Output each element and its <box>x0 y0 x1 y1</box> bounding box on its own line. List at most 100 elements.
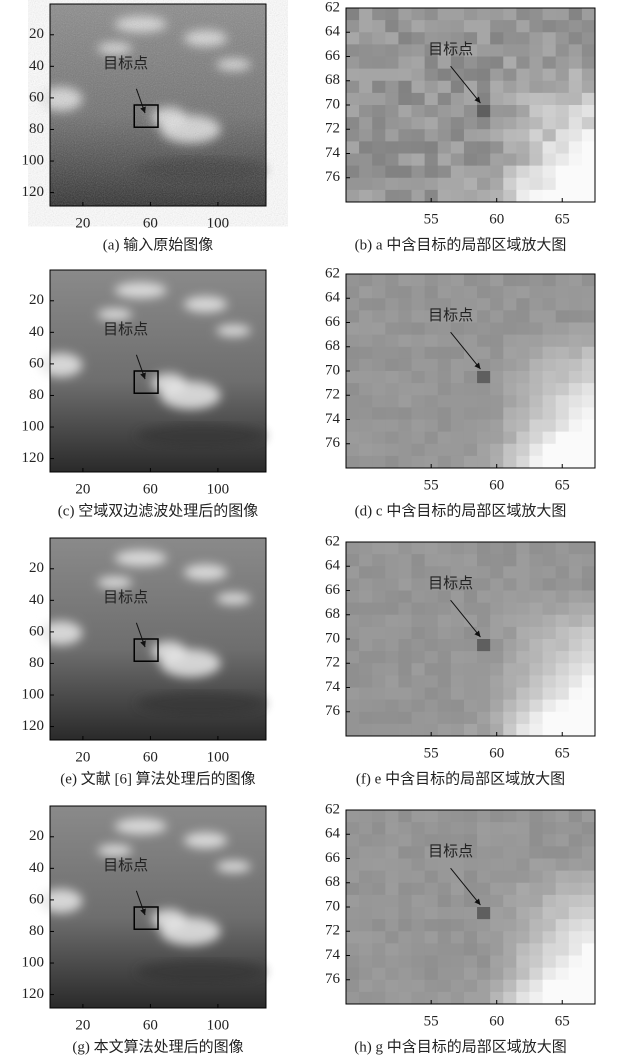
y-tick-label: 100 <box>22 954 45 970</box>
cloud <box>216 861 251 873</box>
pixel <box>359 675 373 688</box>
pixel <box>556 154 570 167</box>
pixel <box>529 347 543 360</box>
pixel <box>569 578 583 591</box>
dark-cloud <box>136 424 266 448</box>
y-tick-label: 60 <box>29 89 44 105</box>
pixel <box>569 335 583 348</box>
cloud <box>115 550 167 566</box>
pixel <box>529 383 543 396</box>
pixel <box>372 141 386 154</box>
pixel <box>477 919 491 932</box>
pixel <box>372 286 386 299</box>
pixel <box>398 651 412 664</box>
pixel <box>438 420 452 433</box>
pixel <box>385 93 399 106</box>
pixel <box>451 980 465 993</box>
pixel <box>477 639 491 652</box>
caption: (c) 空域双边滤波处理后的图像 <box>58 502 258 519</box>
pixel <box>425 407 439 420</box>
pixel <box>529 57 543 70</box>
pixel <box>451 274 465 287</box>
pixel <box>569 810 583 823</box>
pixel <box>412 627 426 640</box>
pixel <box>516 712 530 725</box>
pixel <box>359 190 373 203</box>
pixel <box>412 615 426 628</box>
pixel <box>398 57 412 70</box>
pixel <box>359 274 373 287</box>
pixel <box>569 117 583 130</box>
pixel <box>398 32 412 45</box>
pixel <box>398 166 412 179</box>
pixel <box>503 407 517 420</box>
pixel <box>464 822 478 835</box>
pixel <box>529 359 543 372</box>
pixel <box>582 956 596 969</box>
pixel <box>398 542 412 555</box>
pixel <box>412 931 426 944</box>
pixel <box>477 688 491 701</box>
pixel <box>385 44 399 57</box>
pixel <box>346 591 360 604</box>
pixel <box>438 69 452 82</box>
pixel <box>529 154 543 167</box>
pixel <box>359 117 373 130</box>
pixel <box>477 395 491 408</box>
pixel <box>438 700 452 713</box>
pixel <box>359 166 373 179</box>
pixel <box>464 166 478 179</box>
pixel <box>398 105 412 118</box>
pixel <box>464 432 478 445</box>
pixel <box>438 895 452 908</box>
pixel <box>372 359 386 372</box>
pixel <box>346 20 360 33</box>
pixel <box>569 846 583 859</box>
pixel <box>398 907 412 920</box>
pixel <box>543 980 557 993</box>
pixel <box>477 578 491 591</box>
pixel <box>372 627 386 640</box>
pixel <box>516 432 530 445</box>
pixel <box>477 895 491 908</box>
pixel <box>346 395 360 408</box>
pixel <box>464 395 478 408</box>
pixel <box>556 420 570 433</box>
pixel <box>569 724 583 737</box>
pixel <box>385 651 399 664</box>
pixel <box>412 129 426 142</box>
pixel <box>516 822 530 835</box>
pixel <box>385 371 399 384</box>
pixel <box>529 675 543 688</box>
pixel <box>582 8 596 21</box>
pixel <box>569 20 583 33</box>
pixel <box>346 834 360 847</box>
pixel <box>516 834 530 847</box>
pixel <box>372 591 386 604</box>
pixel <box>490 93 504 106</box>
pixel <box>503 298 517 311</box>
pixel <box>490 8 504 21</box>
pixel <box>385 688 399 701</box>
pixel <box>569 591 583 604</box>
pixel <box>582 383 596 396</box>
pixel <box>503 712 517 725</box>
pixel <box>556 883 570 896</box>
pixel <box>490 286 504 299</box>
x-tick-label: 65 <box>555 745 570 761</box>
cloud <box>39 353 82 377</box>
pixel <box>582 871 596 884</box>
pixel <box>359 700 373 713</box>
y-tick-label: 68 <box>325 874 340 890</box>
pixel <box>516 943 530 956</box>
y-tick-label: 66 <box>325 582 341 598</box>
pixel <box>385 407 399 420</box>
pixel <box>516 566 530 579</box>
pixel <box>529 432 543 445</box>
pixel <box>359 883 373 896</box>
pixel <box>582 615 596 628</box>
pixel <box>490 810 504 823</box>
pixel <box>464 8 478 21</box>
pixel <box>490 554 504 567</box>
